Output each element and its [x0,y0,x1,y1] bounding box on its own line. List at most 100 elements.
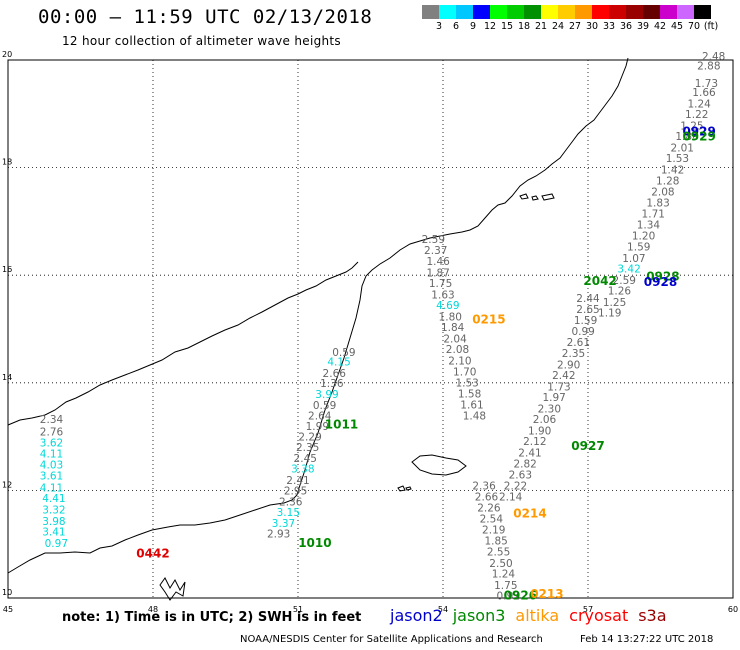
map-frame [7,59,734,599]
wave-height-value: 0.59 [332,347,355,359]
wave-height-value: 3.62 [40,437,63,449]
wave-height-value: 1.24 [687,98,711,110]
satellite-legend-item: altika [515,606,560,625]
wave-height-value: 1.59 [627,241,650,253]
wave-height-value: 2.90 [557,359,580,371]
wave-height-value: 1.19 [598,308,621,320]
lat-tick-label: 18 [2,158,12,167]
lat-tick-label: 10 [2,588,12,597]
wave-height-value: 3.61 [40,471,63,483]
satellite-legend-item: cryosat [569,606,629,625]
wave-height-value: 1.58 [458,388,481,400]
wave-height-value: 1.75 [429,278,452,290]
wave-height-value: 2.37 [424,245,447,257]
legend-label: 39 [636,21,650,32]
wave-height-value: 2.66 [475,492,499,504]
wave-height-value: 2.44 [576,293,600,305]
wave-height-value: 2.36 [472,480,496,492]
pass-time-label: 0929 [682,124,715,138]
pass-time-label: 1010 [298,536,331,550]
lon-tick-label: 48 [148,605,158,614]
pass-time-label: 0929 [682,130,715,144]
lon-tick-label: 57 [583,605,593,614]
wave-height-value: 2.50 [489,558,512,570]
credit-line: NOAA/NESDIS Center for Satellite Applica… [240,634,543,645]
coastline [7,57,629,601]
legend-swatch [456,5,473,19]
legend-label: 6 [452,21,460,32]
legend-swatch [677,5,694,19]
satellite-legend-item: s3a [638,606,667,625]
pass-time-label: 0214 [513,506,546,520]
wave-height-value: 2.82 [513,458,536,470]
lon-tick-label: 60 [728,605,738,614]
wave-height-value: 4.41 [42,493,65,505]
wave-height-value: 4.69 [436,300,459,312]
wave-height-value: 2.08 [651,187,674,199]
pass-time-label: 0928 [644,275,677,289]
wave-height-value: 0.92 [497,591,520,603]
wave-height-value: 3.99 [315,389,338,401]
color-scale-labels: 3 6 9 12 15 18 21 24 27 30 33 36 39 42 45 70 (ft) [422,21,740,33]
wave-height-value: 3.42 [617,264,640,276]
wave-height-value: 2.63 [509,470,532,482]
wave-height-value: 2.26 [477,502,501,514]
legend-swatch [643,5,660,19]
legend-swatch [626,5,643,19]
legend-label: 12 [483,21,497,32]
wave-height-value: 1.24 [492,569,516,581]
wave-height-value: 2.45 [294,453,317,465]
legend-label: 3 [435,21,443,32]
wave-height-value: 1.99 [306,421,329,433]
legend-swatch [422,5,439,19]
wave-height-value: 1.97 [542,392,565,404]
wave-height-value: 2.59 [613,275,636,287]
wave-height-value: 0.99 [571,326,594,338]
wave-height-value: 0.59 [313,400,336,412]
wave-height-value: 1.61 [460,400,483,412]
wave-height-value: 2.48 [702,51,725,63]
wave-height-value: 1.90 [528,425,551,437]
wave-height-value: 2.35 [296,442,319,454]
wave-height-value: 2.61 [567,337,590,349]
legend-swatch [490,5,507,19]
wave-height-value: 2.29 [298,431,321,443]
pass-time-label: 0215 [472,313,505,327]
color-scale-legend [422,5,711,19]
wave-height-value: 2.06 [533,414,557,426]
wave-height-value: 1.59 [574,315,597,327]
wave-height-value: 1.07 [622,253,645,265]
wave-height-value: 2.95 [284,486,307,498]
wave-height-value: 3.37 [272,518,295,530]
legend-label: 45 [670,21,684,32]
wave-height-value: 0.97 [45,538,68,550]
legend-label: 36 [619,21,633,32]
legend-label: 21 [534,21,548,32]
wave-height-value: 2.30 [538,403,561,415]
wave-height-value: 1.20 [632,231,655,243]
legend-label: 15 [500,21,514,32]
wave-height-value: 1.25 [603,297,626,309]
legend-swatch [609,5,626,19]
satellite-legend: jason2 jason3 altika cryosat s3a [390,606,677,625]
wave-height-value: 2.41 [286,475,309,487]
pass-time-label: 0927 [571,439,604,453]
wave-height-value: 1.28 [656,175,679,187]
satellite-legend-item: jason2 [390,606,443,625]
wave-height-value: 1.80 [439,311,462,323]
wave-height-value: 1.36 [320,378,344,390]
wave-height-value: 2.34 [40,414,64,426]
lat-tick-label: 12 [2,480,12,489]
lat-tick-label: 20 [2,50,12,59]
wave-height-value: 2.04 [443,333,467,345]
wave-height-value: 2.10 [448,356,471,368]
wave-height-value: 2.19 [482,524,505,536]
legend-swatch [541,5,558,19]
legend-swatch [660,5,677,19]
wave-height-value: 2.88 [697,61,720,73]
wave-height-value: 1.26 [608,286,632,298]
legend-label: (ft) [703,21,719,32]
pass-time-label: 0926 [504,589,537,603]
wave-height-value: 1.53 [666,153,689,165]
